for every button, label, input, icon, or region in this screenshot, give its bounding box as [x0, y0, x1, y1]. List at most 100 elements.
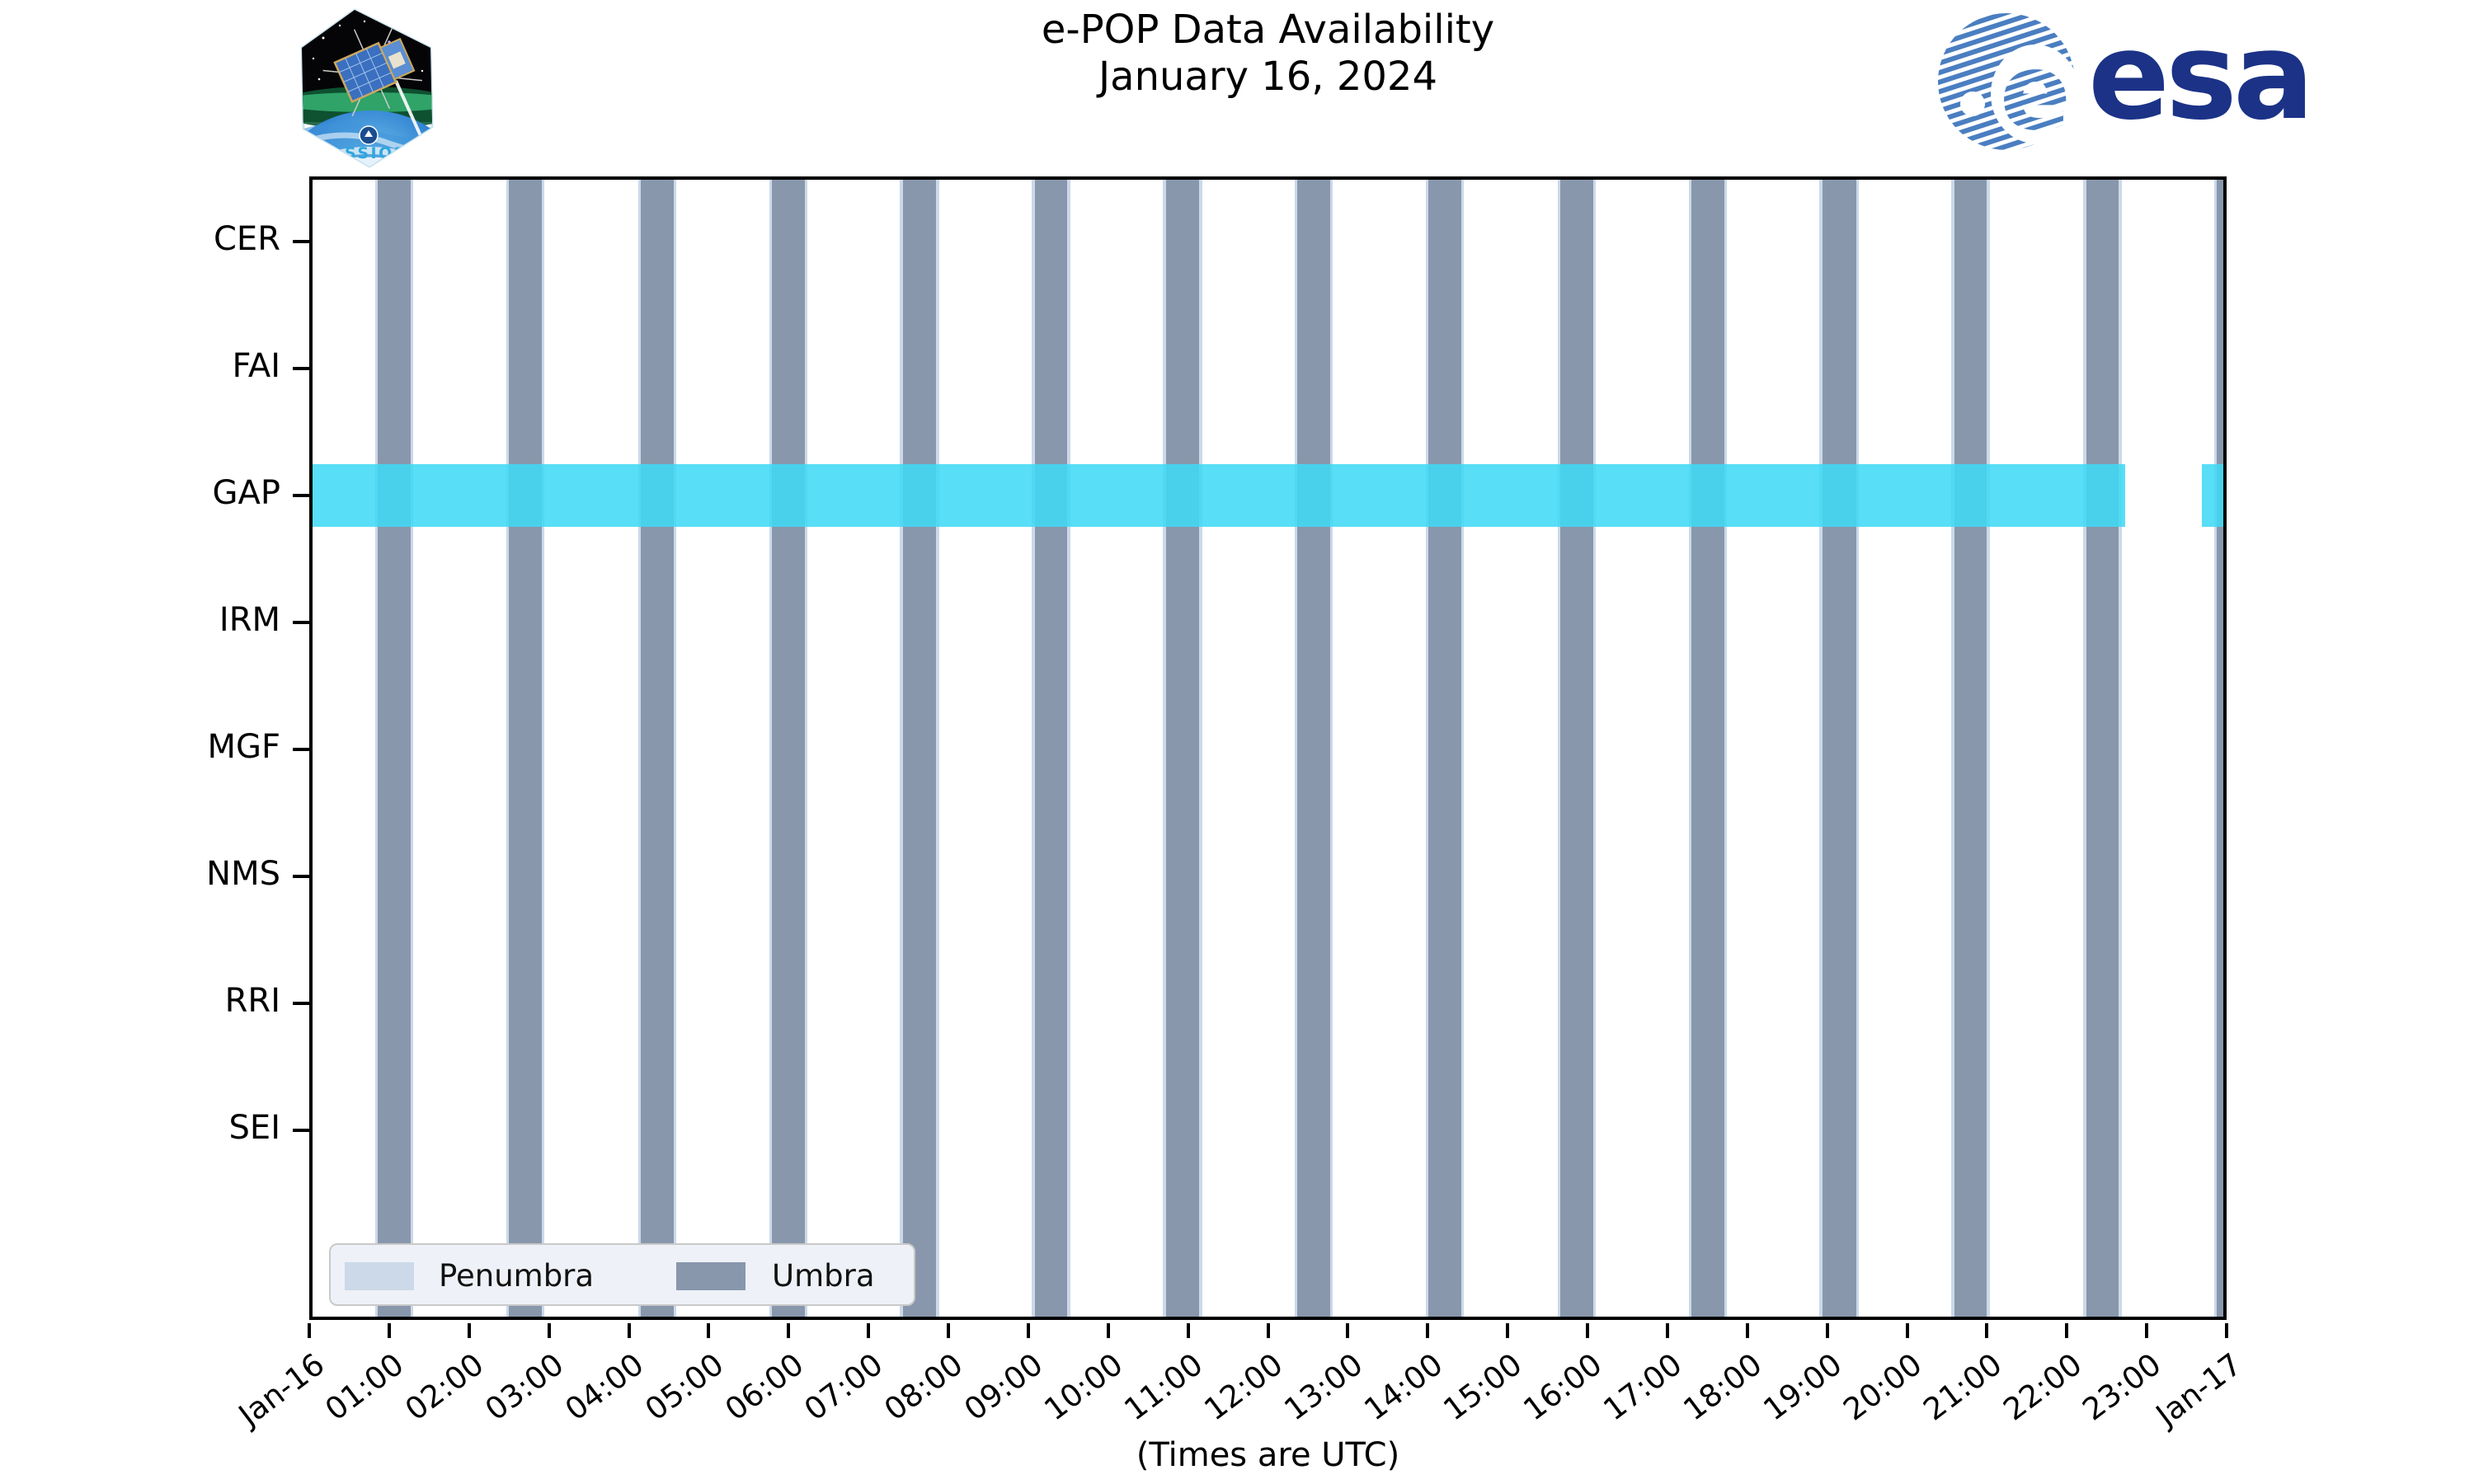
y-axis-tick-label: FAI [232, 347, 281, 385]
umbra-bar [1034, 176, 1068, 1320]
patch-beam [394, 80, 432, 167]
patch-satellite [322, 25, 422, 117]
y-tick-mark [293, 1129, 309, 1132]
y-axis-tick-label: GAP [212, 474, 280, 512]
umbra-bar [509, 176, 542, 1320]
x-tick-mark [2145, 1323, 2149, 1338]
x-tick-mark [308, 1323, 311, 1338]
y-tick-mark [293, 494, 309, 497]
x-axis-tick-label-text: 01:00 [318, 1346, 411, 1428]
patch-roundel-glyph [365, 130, 373, 137]
x-tick-mark [1266, 1323, 1270, 1338]
x-axis-tick-label-text: 17:00 [1597, 1346, 1689, 1428]
x-tick-mark [1026, 1323, 1030, 1338]
x-tick-mark [387, 1323, 391, 1338]
x-axis-tick-label-text: 14:00 [1357, 1346, 1450, 1428]
y-axis-tick-label: RRI [224, 982, 280, 1020]
y-axis-tick-label: SEI [228, 1109, 280, 1147]
x-tick-mark [2065, 1323, 2069, 1338]
availability-bar [309, 464, 2125, 527]
x-tick-mark [947, 1323, 950, 1338]
x-tick-mark [1825, 1323, 1829, 1338]
x-axis-tick-label-text: Jan-17 [2149, 1346, 2248, 1434]
umbra-bar [1560, 176, 1593, 1320]
x-tick-mark [1745, 1323, 1749, 1338]
patch-clouds [305, 132, 432, 153]
umbra-bar [1297, 176, 1331, 1320]
umbra-bar [1954, 176, 1987, 1320]
esa-logo: e esa [1936, 7, 2314, 152]
y-tick-mark [293, 875, 309, 878]
y-tick-mark [293, 240, 309, 243]
y-tick-mark [293, 748, 309, 751]
cassiope-mission-patch: CASSIOPE [300, 8, 434, 168]
x-tick-mark [1186, 1323, 1190, 1338]
svg-text:e: e [2000, 31, 2072, 152]
y-tick-mark [293, 621, 309, 624]
x-axis-tick-label-text: 02:00 [398, 1346, 491, 1428]
y-axis-tick-label: NMS [206, 855, 280, 893]
x-tick-mark [2225, 1323, 2228, 1338]
x-tick-mark [1985, 1323, 1989, 1338]
x-axis-tick-label-text: 21:00 [1917, 1346, 2009, 1428]
x-tick-mark [1426, 1323, 1430, 1338]
chart-title: e-POP Data Availability [1041, 7, 1495, 53]
plot-area [309, 176, 2227, 1320]
umbra-bar [2217, 176, 2227, 1320]
x-axis-tick-label-text: 23:00 [2076, 1346, 2169, 1428]
availability-bar [2201, 464, 2226, 527]
umbra-bar [2086, 176, 2119, 1320]
x-tick-mark [1586, 1323, 1589, 1338]
x-axis-tick-label-text: 03:00 [478, 1346, 571, 1428]
umbra-bar [1165, 176, 1200, 1320]
esa-globe-icon: e [1938, 13, 2077, 152]
x-axis-tick-label-text: 15:00 [1437, 1346, 1530, 1428]
x-axis-tick-label-text: 06:00 [718, 1346, 811, 1428]
x-axis-tick-label-text: 09:00 [957, 1346, 1050, 1428]
chart-title-block: e-POP Data Availability January 16, 2024 [309, 7, 2227, 100]
y-axis-tick-label: MGF [207, 728, 280, 766]
x-axis-tick-label-text: 04:00 [558, 1346, 651, 1428]
umbra-bar [771, 176, 805, 1320]
chart-subtitle-date: January 16, 2024 [1098, 53, 1437, 100]
x-axis-tick-label-text: 11:00 [1117, 1346, 1210, 1428]
x-tick-mark [1506, 1323, 1510, 1338]
x-tick-mark [1665, 1323, 1669, 1338]
x-axis-label: (Times are UTC) [1136, 1436, 1400, 1474]
x-axis-tick-label-text: 16:00 [1517, 1346, 1609, 1428]
umbra-bar [378, 176, 412, 1320]
x-axis-tick-label-text: 08:00 [877, 1346, 970, 1428]
x-tick-mark [627, 1323, 631, 1338]
y-axis-tick-label: IRM [219, 601, 280, 639]
y-tick-mark [293, 367, 309, 370]
x-tick-mark [1106, 1323, 1110, 1338]
y-axis-tick-label: CER [214, 220, 280, 258]
umbra-bar [641, 176, 674, 1320]
x-tick-mark [1905, 1323, 1909, 1338]
x-tick-mark [867, 1323, 871, 1338]
umbra-bar [1691, 176, 1724, 1320]
x-tick-mark [787, 1323, 791, 1338]
x-axis-tick-label-text: 05:00 [638, 1346, 731, 1428]
umbra-bar [1822, 176, 1856, 1320]
x-tick-mark [547, 1323, 551, 1338]
x-axis-tick-label-text: 20:00 [1837, 1346, 1929, 1428]
x-axis-tick-label-text: 10:00 [1037, 1346, 1130, 1428]
patch-aurora-bright [302, 92, 432, 112]
x-axis-tick-label-text: 13:00 [1277, 1346, 1370, 1428]
x-tick-mark [467, 1323, 471, 1338]
x-axis-tick-label-text: Jan-16 [232, 1346, 331, 1434]
x-axis-tick-label-text: 19:00 [1757, 1346, 1849, 1428]
y-tick-mark [293, 1002, 309, 1005]
x-tick-mark [1346, 1323, 1350, 1338]
x-axis-tick-label-text: 18:00 [1677, 1346, 1769, 1428]
x-tick-mark [707, 1323, 711, 1338]
umbra-bar [1428, 176, 1461, 1320]
x-axis-tick-label-text: 07:00 [797, 1346, 891, 1428]
x-axis-tick-label-text: 22:00 [1997, 1346, 2089, 1428]
x-axis-tick-label-text: 12:00 [1197, 1346, 1290, 1428]
umbra-bar [902, 176, 937, 1320]
esa-logo-text: esa [2088, 7, 2314, 147]
cassiope-patch-label: CASSIOPE [317, 144, 420, 162]
